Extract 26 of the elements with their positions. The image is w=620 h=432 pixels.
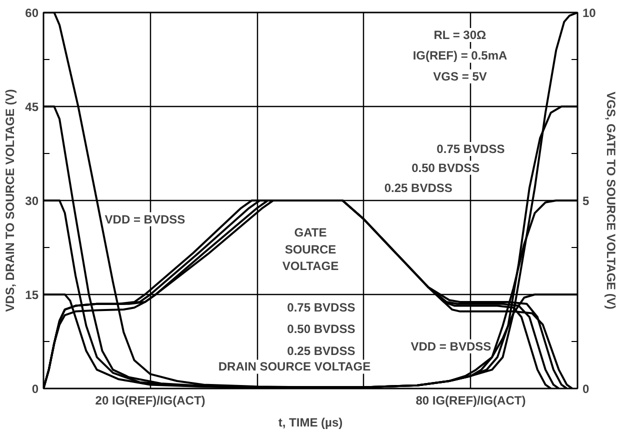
annotation: RL = 30Ω: [434, 28, 486, 42]
annotation: 0.50 BVDSS: [412, 160, 480, 175]
y-tick-label: 0: [32, 382, 39, 396]
y2-axis-title: VGS, GATE TO SOURCE VOLTAGE (V): [604, 92, 618, 310]
x-axis-title: t, TIME (µs): [278, 416, 343, 430]
y-tick-label: 30: [25, 194, 39, 208]
y2-tick-label: 10: [582, 6, 596, 20]
x-tick-label: 20 IG(REF)/IG(ACT): [95, 394, 206, 408]
y-axis-title: VDS, DRAIN TO SOURCE VOLTAGE (V): [3, 89, 18, 312]
annotation: VGS = 5V: [433, 69, 487, 84]
y2-tick-label: 5: [582, 194, 590, 208]
annotation: VDD = BVDSS: [410, 339, 492, 354]
y-tick-label: 60: [25, 6, 39, 20]
annotation: GATE SOURCE VOLTAGE: [282, 226, 339, 274]
annotation: IG(REF) = 0.5mA: [412, 48, 508, 63]
annotation: 0.50 BVDSS: [287, 322, 356, 336]
y-tick-label: 45: [25, 100, 39, 114]
y-tick-label: 15: [25, 288, 39, 302]
annotation: DRAIN SOURCE VOLTAGE: [218, 360, 371, 374]
annotation: VDD = BVDSS: [104, 212, 186, 226]
annotation: 0.25 BVDSS: [287, 344, 356, 358]
x-tick-label: 80 IG(REF)/IG(ACT): [416, 394, 526, 408]
y2-tick-label: 0: [582, 382, 590, 396]
annotation: 0.75 BVDSS: [436, 142, 505, 156]
annotation: 0.25 BVDSS: [384, 181, 452, 196]
annotation: 0.75 BVDSS: [287, 300, 356, 315]
